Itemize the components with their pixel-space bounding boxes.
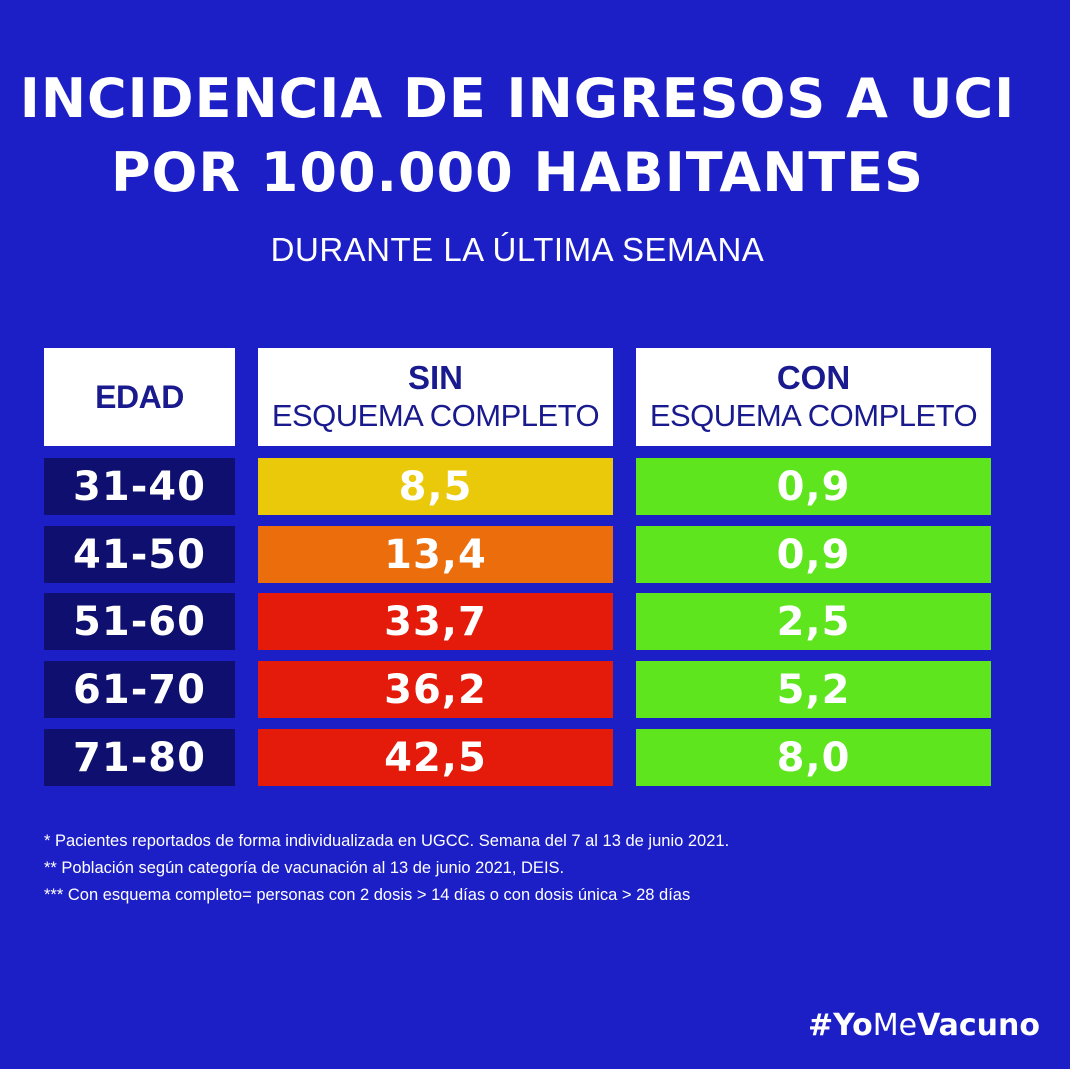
sin-value-cell: 8,5 bbox=[258, 458, 613, 515]
hashtag-part-2: Vacuno bbox=[917, 1008, 1040, 1043]
con-value-cell: 5,2 bbox=[636, 661, 991, 718]
header-edad-label: EDAD bbox=[95, 378, 184, 415]
footnote-3: *** Con esquema completo= personas con 2… bbox=[44, 886, 691, 904]
header-sin-top: SIN bbox=[407, 359, 463, 396]
header-sin-bottom: ESQUEMA COMPLETO bbox=[271, 398, 600, 433]
page-subtitle: DURANTE LA ÚLTIMA SEMANA bbox=[270, 231, 765, 268]
header-sin: SIN ESQUEMA COMPLETO bbox=[258, 348, 613, 446]
footnote-1: * Pacientes reportados de forma individu… bbox=[44, 832, 730, 850]
sin-value-cell: 36,2 bbox=[258, 661, 613, 718]
sin-value-cell: 42,5 bbox=[258, 729, 613, 786]
age-cell: 31-40 bbox=[44, 458, 235, 515]
hashtag-part-1: YoMe bbox=[833, 1008, 918, 1043]
con-value-cell: 2,5 bbox=[636, 593, 991, 650]
title-line-1: INCIDENCIA DE INGRESOS A UCI bbox=[19, 67, 1016, 130]
hashtag-symbol: # bbox=[807, 1008, 834, 1043]
age-cell: 71-80 bbox=[44, 729, 235, 786]
header-con: CON ESQUEMA COMPLETO bbox=[636, 348, 991, 446]
con-value-cell: 0,9 bbox=[636, 526, 991, 583]
age-cell: 51-60 bbox=[44, 593, 235, 650]
sin-value-cell: 13,4 bbox=[258, 526, 613, 583]
footnotes: * Pacientes reportados de forma individu… bbox=[44, 828, 1034, 909]
con-value-cell: 0,9 bbox=[636, 458, 991, 515]
header-con-top: CON bbox=[776, 359, 851, 396]
page-title: INCIDENCIA DE INGRESOS A UCI POR 100.000… bbox=[0, 62, 1035, 210]
hashtag-yomevacuno: #YoMeVacuno bbox=[808, 1008, 1040, 1043]
sin-value-cell: 33,7 bbox=[258, 593, 613, 650]
header-con-bottom: ESQUEMA COMPLETO bbox=[649, 398, 978, 433]
age-cell: 41-50 bbox=[44, 526, 235, 583]
con-value-cell: 8,0 bbox=[636, 729, 991, 786]
age-cell: 61-70 bbox=[44, 661, 235, 718]
title-line-2: POR 100.000 HABITANTES bbox=[110, 141, 925, 204]
header-edad: EDAD bbox=[44, 348, 235, 446]
footnote-2: ** Población según categoría de vacunaci… bbox=[44, 859, 565, 877]
